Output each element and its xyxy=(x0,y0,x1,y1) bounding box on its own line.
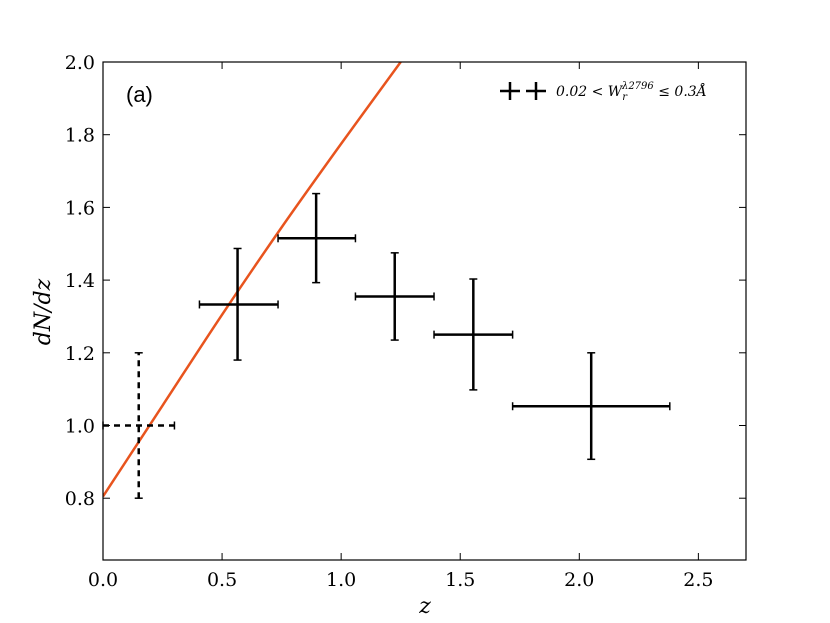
x-tick-label: 0.0 xyxy=(88,569,118,591)
x-tick-label: 1.0 xyxy=(326,569,356,591)
model-curve xyxy=(103,62,402,498)
plot-frame xyxy=(102,61,747,561)
panel-label: (a) xyxy=(126,82,153,107)
y-tick-label: 0.8 xyxy=(65,488,95,510)
dashed-data-point xyxy=(102,352,176,499)
data-point xyxy=(277,192,357,284)
x-tick-label: 2.0 xyxy=(564,569,594,591)
x-tick-label: 2.5 xyxy=(683,569,713,591)
data-point xyxy=(198,247,279,361)
data-point xyxy=(433,278,514,391)
y-tick-label: 2.0 xyxy=(65,52,95,74)
x-tick-label: 0.5 xyxy=(207,569,237,591)
data-point xyxy=(354,252,435,341)
x-axis-label: z xyxy=(418,594,431,619)
legend-marker-solid xyxy=(500,82,546,100)
y-axis-label: dN/dz xyxy=(31,278,56,345)
axis-ticks: 0.0 0.5 1.0 1.5 2.0 2.5 0.8 1.0 1.2 1.4 1.6 1.8 2.0 xyxy=(65,52,746,591)
y-tick-label: 1.2 xyxy=(65,343,95,365)
plot-area xyxy=(102,62,671,499)
y-tick-label: 1.8 xyxy=(65,125,95,147)
legend: 0.02 < Wrλ2796 ≤ 0.3Å xyxy=(500,81,707,103)
y-tick-label: 1.0 xyxy=(65,416,95,438)
x-tick-label: 1.5 xyxy=(445,569,475,591)
legend-label: 0.02 < Wrλ2796 ≤ 0.3Å xyxy=(556,81,707,103)
y-tick-label: 1.6 xyxy=(65,197,95,219)
y-tick-label: 1.4 xyxy=(65,270,95,292)
data-point xyxy=(511,352,671,461)
